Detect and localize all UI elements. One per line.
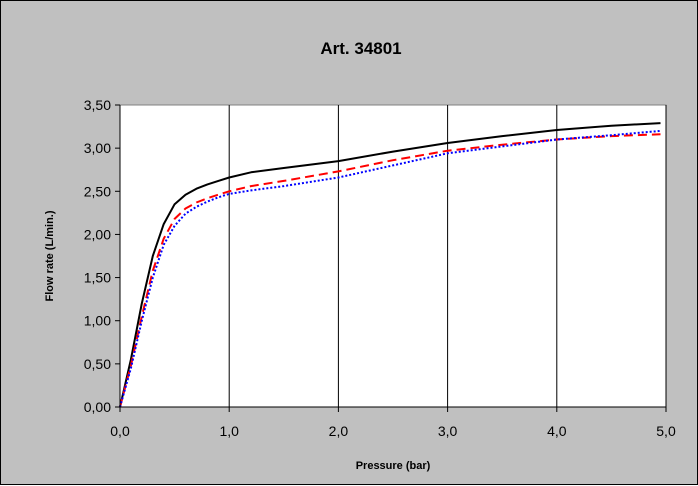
series-line-black	[119, 122, 661, 408]
grid-lines	[228, 105, 667, 407]
x-tick-label: 3,0	[438, 423, 458, 439]
y-tick-label: 1,00	[84, 313, 111, 329]
y-tick-label: 0,00	[84, 399, 111, 415]
x-tick-label: 1,0	[219, 423, 239, 439]
x-tick-label: 4,0	[547, 423, 567, 439]
x-axis-title: Pressure (bar)	[356, 460, 431, 472]
x-tick-label: 2,0	[329, 423, 349, 439]
series-line-blue	[119, 129, 661, 408]
x-tick-label: 0,0	[110, 423, 130, 439]
y-tick-label: 1,50	[84, 270, 111, 286]
series-group	[119, 122, 661, 408]
series-line-red	[119, 133, 661, 408]
y-tick-label: 3,00	[84, 140, 111, 156]
axes	[115, 104, 667, 412]
y-tick-label: 2,00	[84, 226, 111, 242]
y-tick-label: 0,50	[84, 356, 111, 372]
y-tick-label: 3,50	[84, 97, 111, 113]
y-axis-title: Flow rate (L/min.)	[44, 210, 56, 301]
tick-labels: 0,0 1,0 2,0 3,0 4,0 5,0 0,00 0,50 1,00 1,50 2,00 2,…	[84, 97, 676, 439]
x-tick-label: 5,0	[656, 423, 676, 439]
chart-title: Art. 34801	[320, 39, 401, 58]
y-tick-label: 2,50	[84, 183, 111, 199]
plot-area	[119, 104, 667, 408]
